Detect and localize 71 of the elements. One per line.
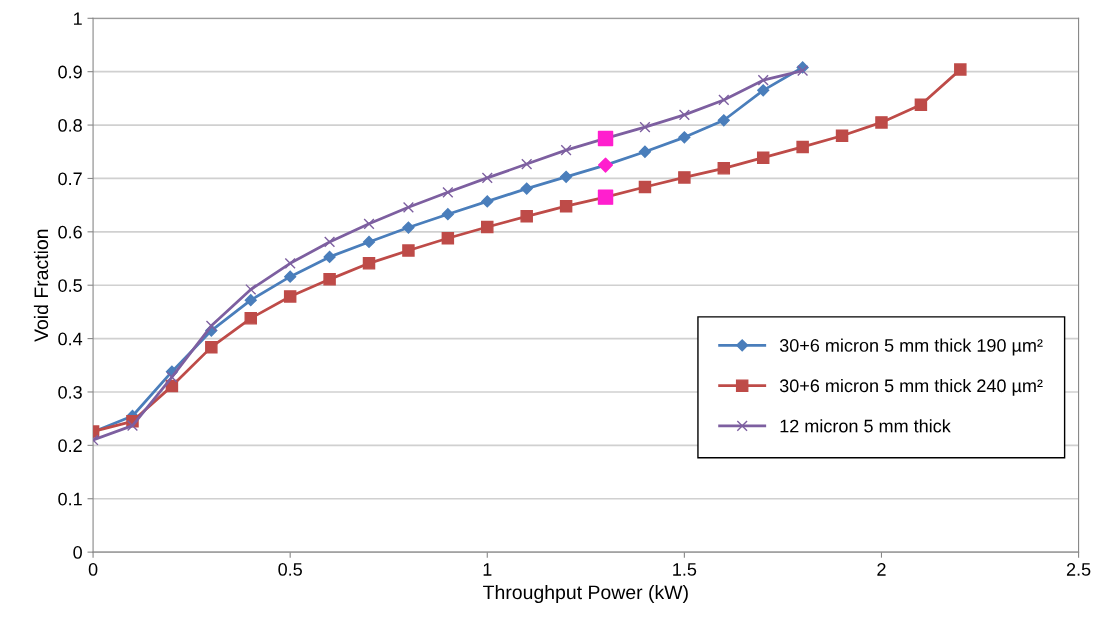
point bbox=[520, 182, 533, 195]
point bbox=[756, 151, 770, 164]
point bbox=[324, 236, 336, 248]
y-tick-label: 0.6 bbox=[58, 225, 82, 239]
point bbox=[363, 218, 375, 230]
point bbox=[638, 145, 652, 158]
x-tick-label: 0 bbox=[88, 563, 98, 576]
x-tick-label: 0.5 bbox=[278, 563, 302, 576]
y-tick-label: 0.4 bbox=[58, 332, 83, 346]
y-tick-label: 1 bbox=[73, 12, 82, 25]
point bbox=[441, 231, 455, 245]
x-tick-label: 1.5 bbox=[673, 563, 697, 576]
point bbox=[639, 121, 651, 133]
point bbox=[757, 74, 769, 86]
point bbox=[717, 162, 731, 175]
legend-label: 30+6 micron 5 mm thick 240 µm² bbox=[779, 378, 1043, 396]
y-tick-label: 0.1 bbox=[58, 492, 82, 506]
point bbox=[481, 195, 494, 208]
y-axis-title: Void Fraction bbox=[33, 229, 49, 342]
point bbox=[717, 114, 730, 127]
point bbox=[362, 235, 376, 249]
point bbox=[521, 158, 533, 170]
point bbox=[205, 320, 217, 332]
point bbox=[284, 257, 296, 269]
point bbox=[954, 63, 967, 76]
point bbox=[718, 94, 730, 106]
point bbox=[559, 199, 573, 213]
point bbox=[560, 144, 572, 156]
point bbox=[481, 172, 493, 184]
point bbox=[520, 210, 533, 223]
point bbox=[244, 312, 258, 325]
point bbox=[166, 371, 178, 383]
point bbox=[323, 250, 336, 264]
point bbox=[284, 270, 297, 283]
point bbox=[126, 420, 139, 432]
point bbox=[678, 131, 691, 144]
point bbox=[442, 186, 454, 198]
y-tick-label: 0.7 bbox=[58, 172, 82, 186]
legend-label: 30+6 micron 5 mm thick 190 µm² bbox=[779, 338, 1043, 356]
x-tick-label: 1 bbox=[483, 563, 492, 576]
point bbox=[797, 65, 809, 77]
point bbox=[402, 221, 415, 234]
y-tick-label: 0.5 bbox=[58, 279, 82, 292]
point bbox=[678, 109, 690, 121]
point bbox=[560, 170, 573, 183]
point bbox=[796, 140, 809, 154]
x-axis-title: Throughput Power (kW) bbox=[483, 584, 688, 604]
point bbox=[245, 283, 257, 296]
point bbox=[244, 294, 257, 307]
point bbox=[283, 290, 297, 303]
point bbox=[835, 129, 849, 142]
point bbox=[402, 201, 414, 213]
y-tick-label: 0.8 bbox=[58, 119, 82, 132]
point bbox=[441, 208, 454, 221]
point bbox=[914, 98, 928, 112]
x-tick-label: 2 bbox=[877, 563, 886, 576]
y-tick-label: 0 bbox=[73, 546, 82, 559]
point bbox=[638, 180, 652, 194]
point bbox=[402, 244, 415, 257]
y-tick-label: 0.3 bbox=[58, 385, 82, 399]
y-tick-label: 0.2 bbox=[58, 439, 82, 453]
point bbox=[362, 257, 376, 270]
legend-label: 12 micron 5 mm thick bbox=[780, 419, 951, 433]
point bbox=[481, 220, 494, 234]
x-tick-label: 2.5 bbox=[1066, 563, 1091, 576]
point bbox=[757, 84, 770, 97]
point bbox=[205, 340, 218, 354]
point bbox=[875, 116, 888, 129]
point bbox=[678, 171, 691, 184]
point bbox=[323, 273, 336, 286]
y-tick-label: 0.9 bbox=[58, 65, 82, 79]
